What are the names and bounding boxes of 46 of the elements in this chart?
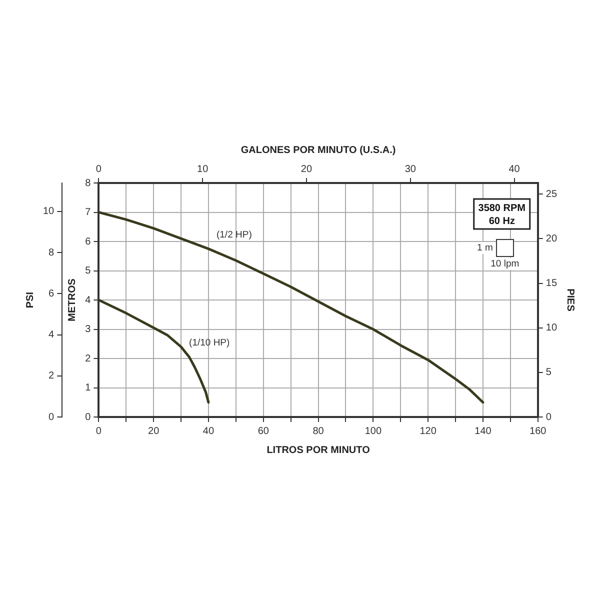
- series-label: (1/2 HP): [216, 229, 252, 240]
- y2-axis-title: PIES: [564, 288, 576, 312]
- x-tick-label: 80: [312, 426, 324, 437]
- y3-tick-label: 0: [48, 412, 55, 423]
- y2-tick-label: 0: [546, 412, 552, 423]
- y3-axis-title: PSI: [24, 292, 36, 308]
- y3-tick-label: 2: [48, 370, 55, 382]
- x-tick-label: 40: [202, 426, 214, 437]
- y2-tick-label: 15: [546, 278, 558, 290]
- annotation: 3580 RPM: [478, 202, 526, 214]
- series-label: (1/10 HP): [189, 337, 230, 348]
- y3-tick-label: 10: [43, 206, 55, 218]
- x2-tick-label: 40: [508, 164, 520, 175]
- y2-tick-label: 5: [546, 367, 552, 378]
- y-tick-label: 5: [85, 266, 92, 276]
- y-tick-label: 4: [85, 294, 92, 306]
- annotation: 1 m: [477, 242, 493, 254]
- y-tick-label: 0: [85, 412, 92, 423]
- annotation: 60 Hz: [488, 216, 515, 227]
- x-tick-label: 60: [258, 426, 270, 437]
- x-tick-label: 20: [148, 426, 160, 437]
- x2-axis-title: GALONES POR MINUTO (U.S.A.): [240, 144, 396, 156]
- x-tick-label: 0: [96, 426, 102, 437]
- y-tick-label: 6: [85, 236, 92, 248]
- y-tick-label: 3: [85, 324, 92, 335]
- y-tick-label: 1: [85, 382, 92, 394]
- y-tick-label: 8: [85, 178, 92, 189]
- x2-tick-label: 30: [404, 164, 416, 175]
- x-tick-label: 100: [364, 426, 382, 437]
- x-axis-title: LITROS POR MINUTO: [266, 444, 370, 456]
- y-axis-title: METROS: [66, 278, 78, 322]
- y3-tick-label: 8: [48, 247, 55, 258]
- y-tick-label: 2: [85, 353, 92, 364]
- x2-tick-label: 0: [96, 164, 102, 175]
- annotation: 10 lpm: [490, 258, 520, 270]
- x2-tick-label: 20: [300, 164, 312, 175]
- x-tick-label: 120: [420, 426, 437, 437]
- x2-tick-label: 10: [197, 164, 209, 175]
- y3-tick-label: 6: [48, 288, 55, 300]
- y-tick-label: 7: [85, 207, 92, 218]
- y3-tick-label: 4: [48, 330, 55, 340]
- y2-tick-label: 25: [546, 188, 558, 200]
- x-tick-label: 160: [530, 426, 547, 437]
- y2-tick-label: 10: [546, 322, 558, 334]
- x-tick-label: 140: [474, 426, 492, 437]
- y2-tick-label: 20: [546, 233, 558, 244]
